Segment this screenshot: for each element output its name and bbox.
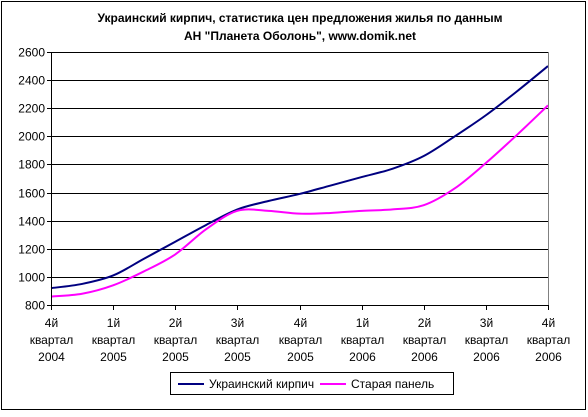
y-tick-label-1400: 1400 <box>18 215 45 229</box>
series-lines <box>50 65 549 298</box>
y-tick-label-1800: 1800 <box>18 158 45 172</box>
legend-box <box>170 372 454 395</box>
series-line-1 <box>50 104 549 298</box>
legend: Украинский кирпич Старая панель <box>170 372 454 395</box>
y-tick-labels: 800 1000 1200 1400 1600 1800 2000 2200 2400 2600 <box>18 46 51 313</box>
y-tick-label-800: 800 <box>25 299 45 313</box>
x-tick-labels: 4й квартал 2004 1й квартал 2005 2й квартал 2005 3… <box>30 305 571 364</box>
axes <box>51 52 549 306</box>
y-tick-label-2200: 2200 <box>18 102 45 116</box>
plot-background <box>51 52 548 305</box>
x-tick-label-1: 1й квартал 2005 <box>92 316 136 364</box>
x-tick-label-6: 2й квартал 2006 <box>403 316 447 364</box>
y-tick-label-2400: 2400 <box>18 74 45 88</box>
y-tick-label-1600: 1600 <box>18 187 45 201</box>
plot-area <box>51 52 548 305</box>
y-tick-label-2600: 2600 <box>18 46 45 60</box>
chart-title-line-1: Украинский кирпич, статистика цен предло… <box>98 11 503 25</box>
legend-label-0: Украинский кирпич <box>209 377 314 391</box>
legend-label-1: Старая панель <box>351 377 434 391</box>
x-tick-label-0: 4й квартал 2004 <box>30 316 74 364</box>
series-line-0 <box>50 65 549 290</box>
x-tick-label-5: 1й квартал 2006 <box>341 316 385 364</box>
y-tick-label-1200: 1200 <box>18 243 45 257</box>
y-tick-label-1000: 1000 <box>18 271 45 285</box>
x-tick-label-7: 3й квартал 2006 <box>465 316 509 364</box>
x-tick-label-2: 2й квартал 2005 <box>154 316 198 364</box>
x-tick-label-4: 4й квартал 2005 <box>279 316 323 364</box>
gridlines <box>51 52 548 278</box>
x-tick-label-3: 3й квартал 2005 <box>216 316 260 364</box>
chart-title-line-2: АН "Планета Оболонь", www.domik.net <box>184 29 416 43</box>
x-tick-label-8: 4й квартал 2006 <box>527 316 571 364</box>
y-tick-label-2000: 2000 <box>18 130 45 144</box>
